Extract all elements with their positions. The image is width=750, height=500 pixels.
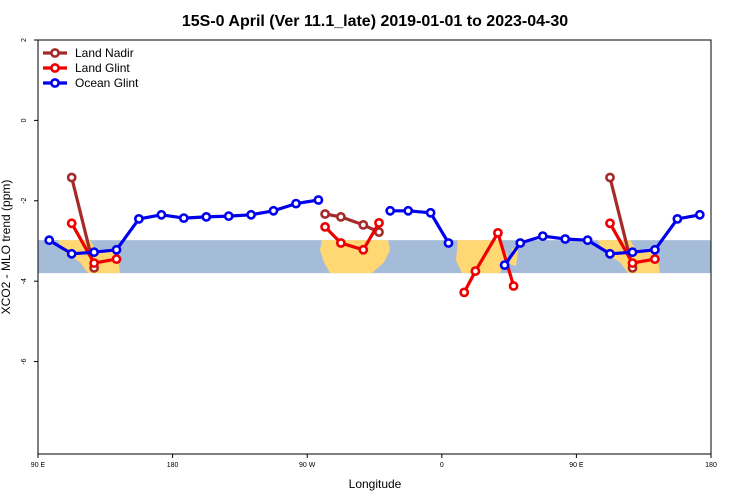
data-point xyxy=(582,235,593,246)
series-line xyxy=(462,231,516,294)
data-point xyxy=(156,209,167,220)
x-tick-label: 180 xyxy=(167,462,179,469)
legend-swatch-marker xyxy=(50,48,60,58)
legend-label: Ocean Glint xyxy=(75,76,139,90)
x-axis-label: Longitude xyxy=(349,477,402,491)
y-tick-label: -2 xyxy=(21,198,28,204)
data-point xyxy=(605,218,615,229)
land-africa xyxy=(456,240,508,274)
legend-item: Land Glint xyxy=(43,61,130,75)
data-point xyxy=(268,205,279,216)
plot-frame xyxy=(37,39,712,455)
data-point xyxy=(627,258,638,268)
data-point xyxy=(459,287,470,298)
data-point xyxy=(443,238,454,248)
y-axis: 2 0 -2 -4 -6 xyxy=(21,38,38,365)
legend-swatch-marker xyxy=(50,63,60,73)
data-point xyxy=(133,213,144,224)
data-point xyxy=(111,254,122,264)
data-point xyxy=(66,248,77,259)
y-tick-label: -6 xyxy=(21,358,28,364)
data-point xyxy=(358,219,369,230)
data-point xyxy=(178,213,189,223)
data-point xyxy=(605,248,615,259)
data-point xyxy=(560,234,571,244)
y-axis-label: XCO2 - MLO trend (ppm) xyxy=(0,180,13,315)
data-point xyxy=(320,209,330,219)
data-point xyxy=(335,211,346,222)
chart-title: 15S-0 April (Ver 11.1_late) 2019-01-01 t… xyxy=(182,13,568,30)
data-point xyxy=(66,172,77,183)
data-point xyxy=(313,195,324,205)
data-point xyxy=(499,260,510,270)
y-tick-label: -4 xyxy=(21,278,28,284)
land-south-america xyxy=(320,240,390,274)
series-line xyxy=(324,212,380,234)
x-tick-label: 90 W xyxy=(299,462,316,469)
data-point xyxy=(694,209,705,220)
series-ocean-glint xyxy=(44,195,705,270)
data-point xyxy=(385,205,396,216)
legend-item: Land Nadir xyxy=(43,46,134,60)
x-tick-label: 90 E xyxy=(31,462,46,469)
series-line xyxy=(323,222,381,252)
data-point xyxy=(508,281,519,291)
data-point xyxy=(403,205,414,216)
data-point xyxy=(223,211,234,221)
data-point xyxy=(44,235,55,246)
data-point xyxy=(246,209,256,220)
x-tick-label: 0 xyxy=(440,462,444,469)
legend-label: Land Nadir xyxy=(75,46,134,60)
data-point xyxy=(358,244,369,255)
legend-item: Ocean Glint xyxy=(43,76,139,90)
legend-label: Land Glint xyxy=(75,61,130,75)
data-point xyxy=(291,198,301,209)
data-point xyxy=(627,247,638,258)
data-point xyxy=(89,247,99,258)
data-point xyxy=(650,254,660,264)
data-point xyxy=(537,231,548,241)
data-point xyxy=(515,238,526,248)
data-point xyxy=(650,244,660,255)
data-point xyxy=(470,266,481,276)
series-line xyxy=(503,213,701,267)
y-tick-label: 2 xyxy=(21,38,28,42)
data-point xyxy=(425,207,436,218)
series-layer xyxy=(44,172,705,298)
y-tick-label: 0 xyxy=(21,118,28,122)
data-point xyxy=(320,221,330,232)
data-point xyxy=(492,227,503,238)
legend-swatch-marker xyxy=(50,78,60,88)
data-point xyxy=(335,238,346,248)
x-tick-label: 180 xyxy=(705,462,717,469)
series-land-glint xyxy=(66,217,660,298)
data-point xyxy=(672,213,683,224)
data-point xyxy=(374,217,384,228)
data-point xyxy=(89,258,99,268)
x-axis: 90 E 180 90 W 0 90 E 180 xyxy=(31,454,717,469)
series-line xyxy=(390,209,450,244)
data-point xyxy=(111,244,122,255)
x-tick-label: 90 E xyxy=(569,462,584,469)
data-point xyxy=(66,218,77,229)
data-point xyxy=(605,172,615,183)
data-point xyxy=(201,211,212,222)
